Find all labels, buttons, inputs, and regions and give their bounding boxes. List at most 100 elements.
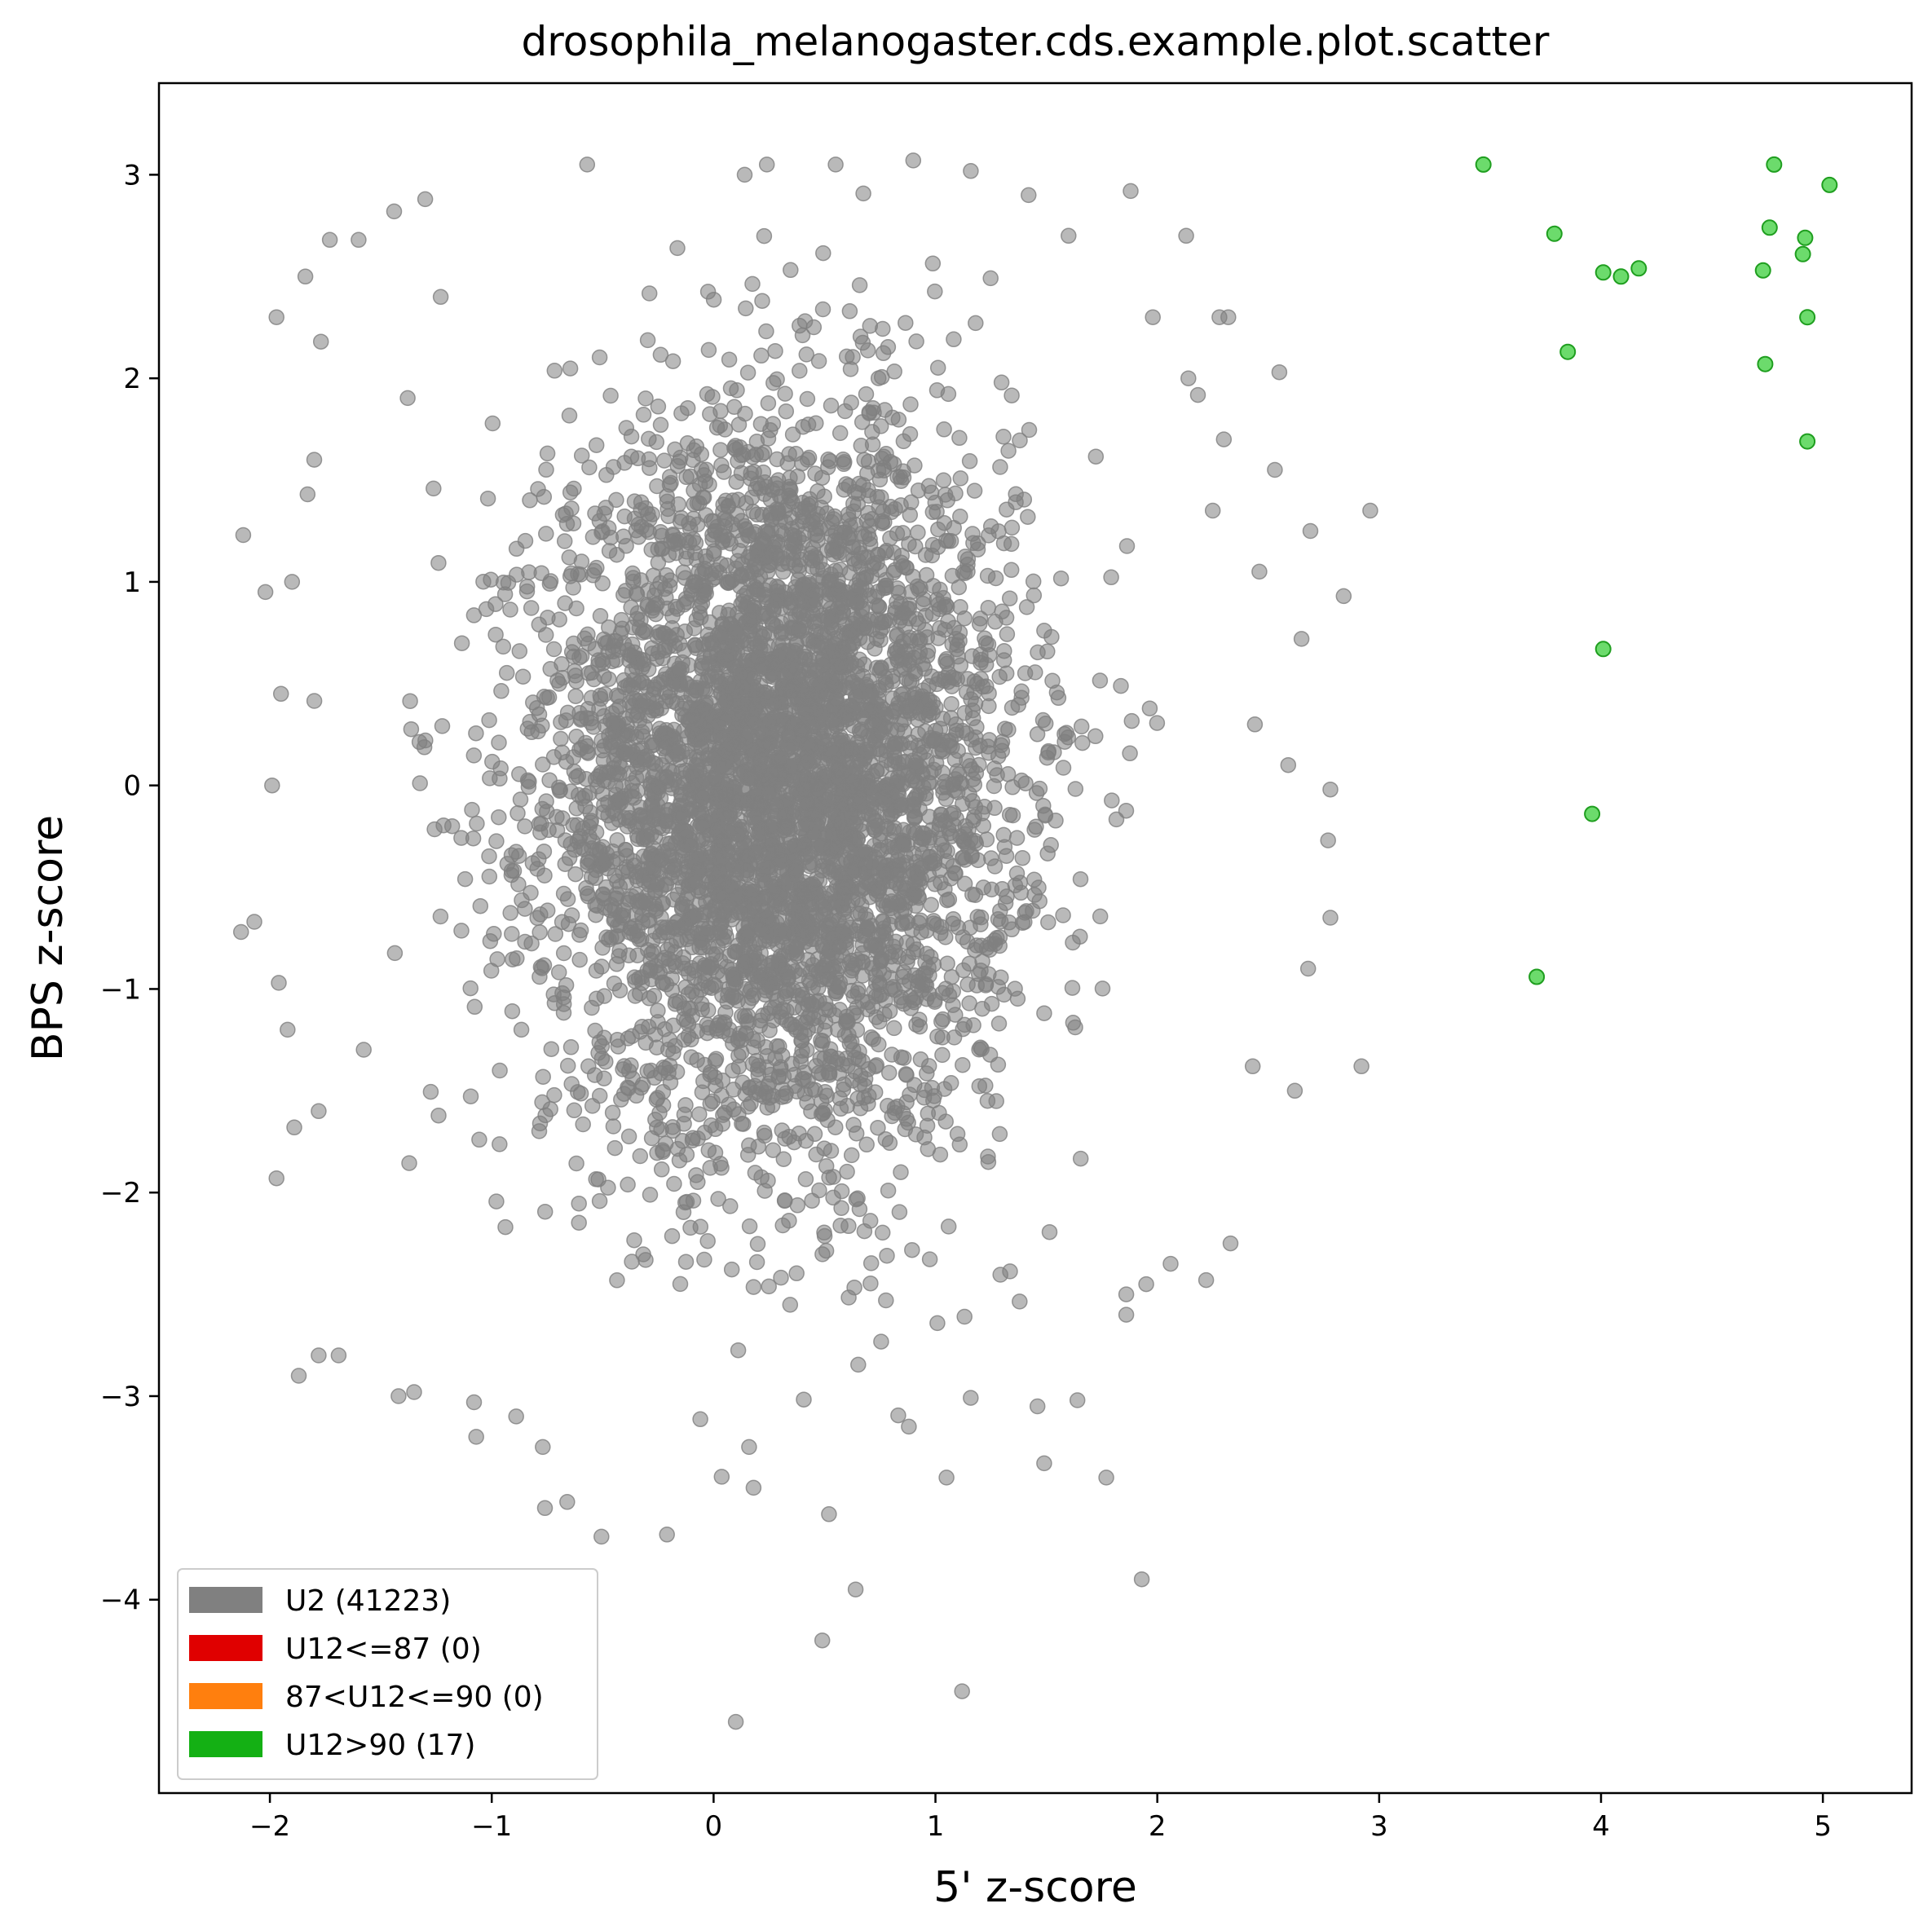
u2-point (1040, 914, 1056, 931)
u2-point (536, 843, 553, 860)
u2-point (730, 1047, 747, 1064)
u2-point (599, 860, 616, 877)
u2-point (481, 848, 497, 865)
u2-point (658, 693, 674, 710)
u2-point (716, 756, 732, 773)
u2-point (862, 1213, 879, 1229)
u2-point (935, 472, 952, 489)
u2-point (945, 911, 962, 928)
u2-point (468, 725, 484, 742)
u2-point (540, 689, 558, 706)
u2-point (859, 1001, 876, 1018)
u2-point (1072, 1150, 1089, 1167)
u2-point (980, 599, 997, 616)
u2-point (620, 1128, 637, 1145)
u2-point (666, 1175, 682, 1192)
u2-point (841, 591, 858, 607)
u2-point (1029, 726, 1046, 742)
u2-point (573, 447, 590, 464)
u2-point (1036, 623, 1052, 639)
u2-point (893, 686, 910, 703)
u2-point (733, 465, 750, 482)
u2-point (978, 831, 995, 848)
u2-point (642, 1187, 659, 1203)
u2-point (777, 513, 794, 531)
u2-point (641, 511, 658, 528)
u2-point (799, 390, 816, 408)
u2-point (740, 881, 757, 898)
u2-point (901, 653, 918, 669)
u2-point (462, 1088, 479, 1104)
u2-point (601, 932, 617, 948)
u2-point (899, 913, 916, 930)
u2-point (591, 1087, 608, 1104)
u2-point (791, 530, 807, 547)
u2-point (771, 537, 788, 553)
u2-point (588, 1171, 604, 1188)
u2-point (908, 333, 924, 350)
u2-point (563, 644, 580, 660)
u2-point (957, 549, 973, 565)
u2-point (580, 1058, 597, 1075)
u2-point (808, 415, 824, 431)
u2-point (980, 1148, 996, 1165)
u2-point (562, 360, 579, 377)
u2-point (996, 642, 1012, 659)
u2-point (758, 323, 774, 340)
u2-point (1031, 780, 1048, 797)
u2-point (607, 901, 623, 918)
u2-point (774, 1217, 791, 1234)
u2-point (481, 868, 498, 885)
u2-point (509, 566, 525, 583)
u2-point (840, 638, 858, 655)
u2-point (995, 429, 1012, 445)
u2-point (886, 1099, 903, 1117)
u2-point (943, 695, 959, 712)
u2-point (613, 759, 629, 775)
u2-point (890, 1407, 906, 1424)
u2-point (891, 1204, 908, 1220)
u2-point (966, 482, 983, 499)
u2-point (952, 657, 969, 674)
u2-point (558, 516, 576, 532)
u2-point (539, 445, 556, 462)
u2-point (686, 637, 704, 653)
u2-point (1104, 792, 1120, 809)
u2-point (1012, 1293, 1028, 1310)
u2-point (778, 403, 795, 420)
u2-point (749, 1236, 766, 1253)
u2-point (833, 1200, 849, 1216)
u2-point (713, 457, 730, 474)
u2-point (621, 652, 637, 669)
u2-point (956, 1308, 973, 1325)
u2-point (518, 583, 536, 600)
u2-point (929, 1315, 946, 1332)
u2-point (505, 951, 521, 967)
u2-point (580, 854, 596, 870)
u2-point (549, 672, 566, 689)
u2-point (973, 646, 989, 663)
u2-point (819, 948, 836, 965)
u2-point (704, 1093, 721, 1109)
u2-point (786, 1066, 803, 1083)
u2-point (759, 563, 776, 580)
u2-point (791, 563, 807, 579)
u2-point (965, 1017, 981, 1033)
u2-point (639, 831, 655, 848)
u2-point (746, 631, 762, 648)
u2-point (1118, 538, 1136, 554)
u2-point (1072, 928, 1088, 945)
u2-point (814, 754, 831, 771)
u2-point (832, 1217, 849, 1234)
u2-point (870, 1119, 886, 1136)
u2-point (495, 638, 512, 655)
u2-point (734, 556, 751, 572)
u2-point (1004, 807, 1021, 824)
u2-point (831, 425, 849, 442)
u2-point (1067, 781, 1084, 797)
u2-point (1074, 734, 1091, 751)
u2-point (761, 1022, 778, 1038)
u2-point (561, 408, 578, 424)
u2-point (971, 615, 988, 632)
